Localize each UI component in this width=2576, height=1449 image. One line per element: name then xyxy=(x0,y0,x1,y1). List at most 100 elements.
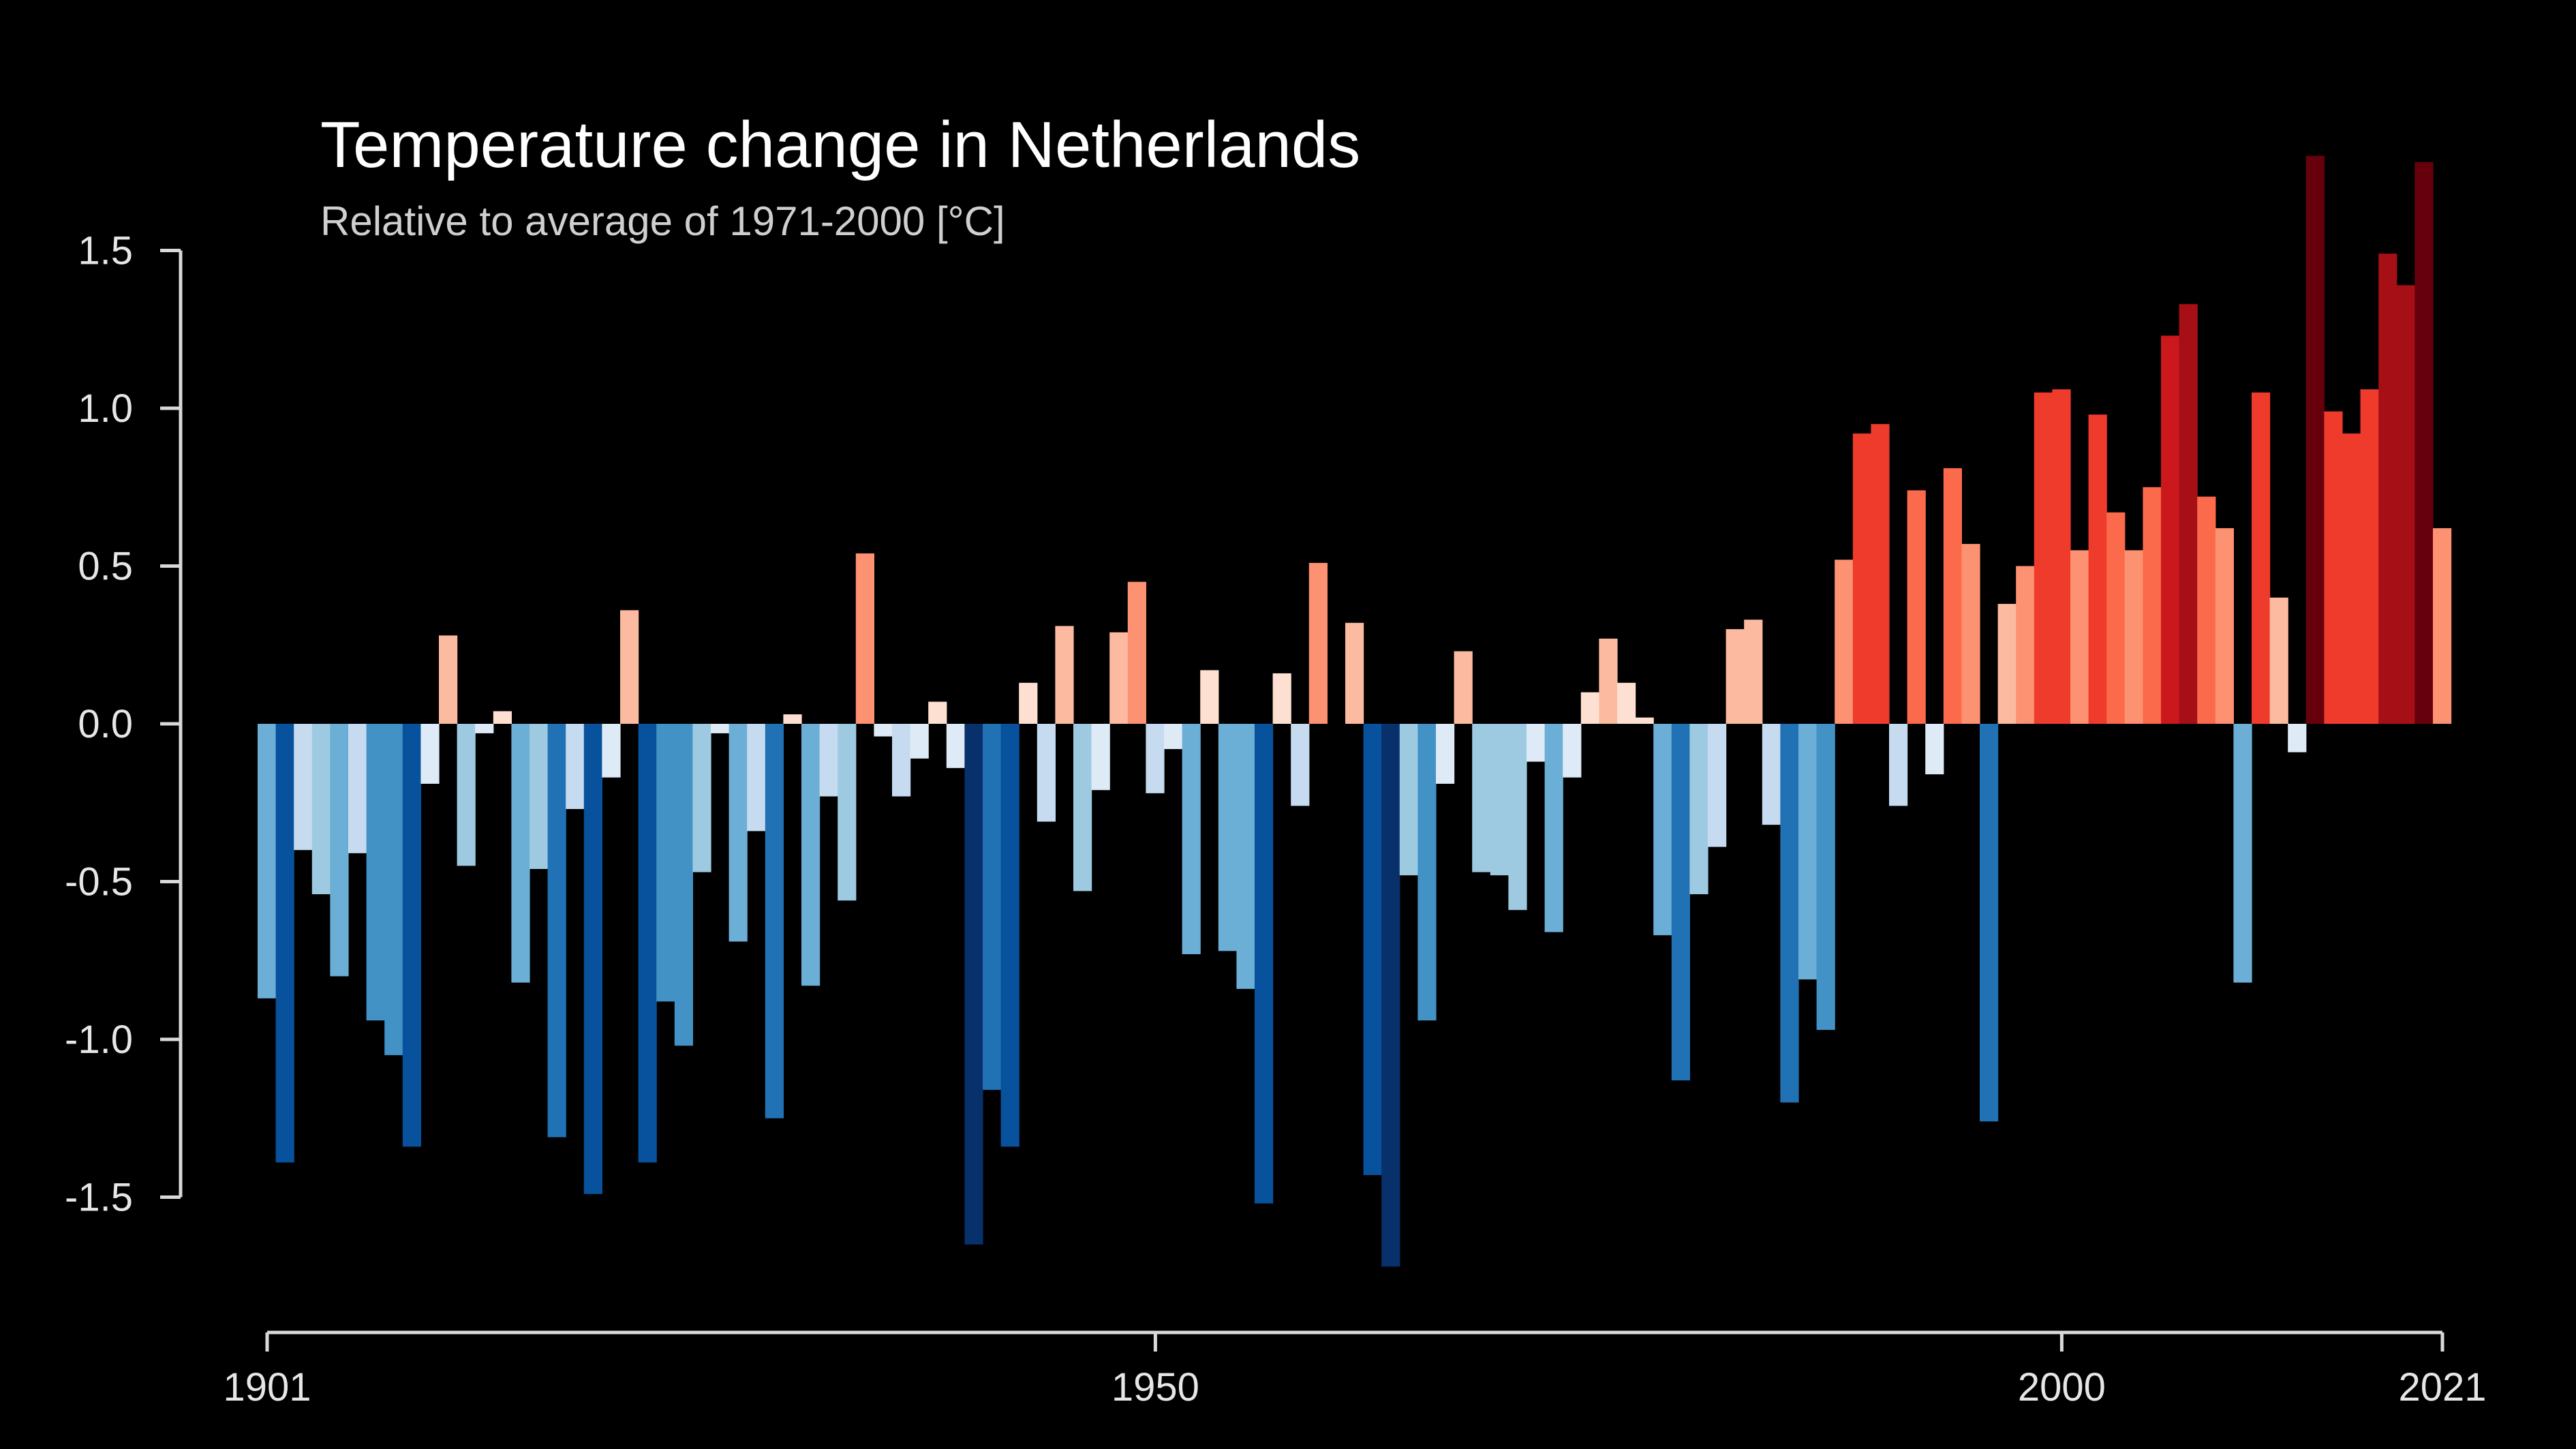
bar-1925 xyxy=(692,724,711,872)
bar-1994 xyxy=(1943,468,1962,724)
bar-1934 xyxy=(855,553,874,724)
bar-1954 xyxy=(1218,724,1237,951)
bar-1929 xyxy=(765,724,784,1118)
bar-1915 xyxy=(511,724,530,983)
chart-subtitle: Relative to average of 1971-2000 [°C] xyxy=(320,198,1005,244)
y-tick-label: -1.5 xyxy=(65,1176,133,1220)
bar-1937 xyxy=(910,724,929,759)
bar-1950 xyxy=(1146,724,1165,793)
bar-1938 xyxy=(928,701,947,724)
bar-1943 xyxy=(1019,682,1038,724)
bar-2004 xyxy=(2124,550,2143,724)
bar-1911 xyxy=(439,635,458,724)
chart-title: Temperature change in Netherlands xyxy=(320,108,1360,181)
bar-2012 xyxy=(2269,597,2288,724)
bar-1969 xyxy=(1490,724,1509,876)
bar-1910 xyxy=(420,724,440,784)
bar-1942 xyxy=(1000,724,1019,1147)
bar-2001 xyxy=(2070,550,2089,724)
bar-1931 xyxy=(801,724,821,986)
bar-1939 xyxy=(946,724,965,768)
x-axis: 1901 1950 2000 2021 xyxy=(223,1330,2487,1409)
bar-1909 xyxy=(402,724,421,1147)
bar-2011 xyxy=(2252,392,2271,724)
bar-2006 xyxy=(2161,335,2180,724)
bar-1977 xyxy=(1635,717,1654,724)
bar-1967 xyxy=(1454,651,1473,724)
bar-1952 xyxy=(1182,724,1201,954)
bar-1963 xyxy=(1381,724,1400,1267)
bar-1935 xyxy=(874,724,893,737)
bar-2018 xyxy=(2378,254,2397,724)
bar-1966 xyxy=(1436,724,1455,784)
bar-1975 xyxy=(1599,638,1618,724)
bar-1923 xyxy=(656,724,675,1002)
bar-1920 xyxy=(602,724,621,778)
bar-2013 xyxy=(2288,724,2307,752)
bar-1919 xyxy=(583,724,602,1194)
bar-2003 xyxy=(2106,512,2126,724)
x-tick-label: 2000 xyxy=(2018,1365,2106,1409)
bar-2000 xyxy=(2052,389,2071,724)
bar-1998 xyxy=(2016,566,2035,724)
bar-1956 xyxy=(1255,724,1274,1204)
bar-2009 xyxy=(2215,528,2234,724)
bar-1932 xyxy=(819,724,838,797)
bar-1918 xyxy=(566,724,585,810)
bar-2007 xyxy=(2179,304,2198,724)
bar-1982 xyxy=(1726,629,1745,724)
y-axis: 1.5 1.0 0.5 0.0 -0.5 -1.0 -1.5 xyxy=(65,229,183,1220)
bar-1953 xyxy=(1200,670,1219,724)
bar-1947 xyxy=(1091,724,1110,791)
bar-1973 xyxy=(1563,724,1582,778)
bar-1927 xyxy=(729,724,748,942)
bar-1971 xyxy=(1527,724,1546,762)
bar-2016 xyxy=(2342,433,2361,724)
bar-1933 xyxy=(838,724,857,901)
bar-1984 xyxy=(1762,724,1781,825)
bar-1990 xyxy=(1871,424,1890,724)
bar-1989 xyxy=(1852,433,1871,724)
bar-2017 xyxy=(2360,389,2379,724)
bar-1961 xyxy=(1345,622,1364,724)
bar-1913 xyxy=(475,724,494,733)
bar-1996 xyxy=(1980,724,1999,1122)
y-tick-label: -0.5 xyxy=(65,860,133,904)
bar-1987 xyxy=(1816,724,1835,1031)
bar-2020 xyxy=(2414,162,2434,724)
bar-1988 xyxy=(1835,560,1854,724)
bar-1993 xyxy=(1925,724,1944,775)
bar-1991 xyxy=(1889,724,1908,806)
bar-1917 xyxy=(547,724,566,1138)
bar-1986 xyxy=(1798,724,1818,980)
bar-1958 xyxy=(1291,724,1310,806)
y-tick-label: 1.0 xyxy=(78,386,133,431)
x-tick-label: 2021 xyxy=(2398,1365,2486,1409)
bar-1908 xyxy=(384,724,403,1056)
bar-1951 xyxy=(1164,724,1183,750)
bar-1921 xyxy=(620,610,639,724)
bar-2014 xyxy=(2305,155,2325,724)
bar-1962 xyxy=(1363,724,1382,1176)
bar-1970 xyxy=(1508,724,1527,911)
y-tick-label: 1.5 xyxy=(78,229,133,273)
x-tick-label: 1950 xyxy=(1111,1365,1199,1409)
bar-1948 xyxy=(1109,632,1129,724)
bar-1941 xyxy=(983,724,1002,1090)
bar-1936 xyxy=(892,724,911,797)
bar-1907 xyxy=(366,724,385,1021)
bar-1979 xyxy=(1671,724,1690,1081)
bar-1924 xyxy=(674,724,693,1046)
bar-2005 xyxy=(2143,487,2162,724)
bar-1946 xyxy=(1073,724,1092,891)
bar-1930 xyxy=(783,714,802,724)
bar-2008 xyxy=(2197,496,2216,724)
bar-1928 xyxy=(747,724,766,832)
bar-1997 xyxy=(1997,604,2017,724)
bar-1968 xyxy=(1472,724,1491,872)
bar-1972 xyxy=(1544,724,1563,932)
bar-1964 xyxy=(1399,724,1418,876)
bar-1995 xyxy=(1961,544,1980,724)
bar-1981 xyxy=(1708,724,1727,847)
